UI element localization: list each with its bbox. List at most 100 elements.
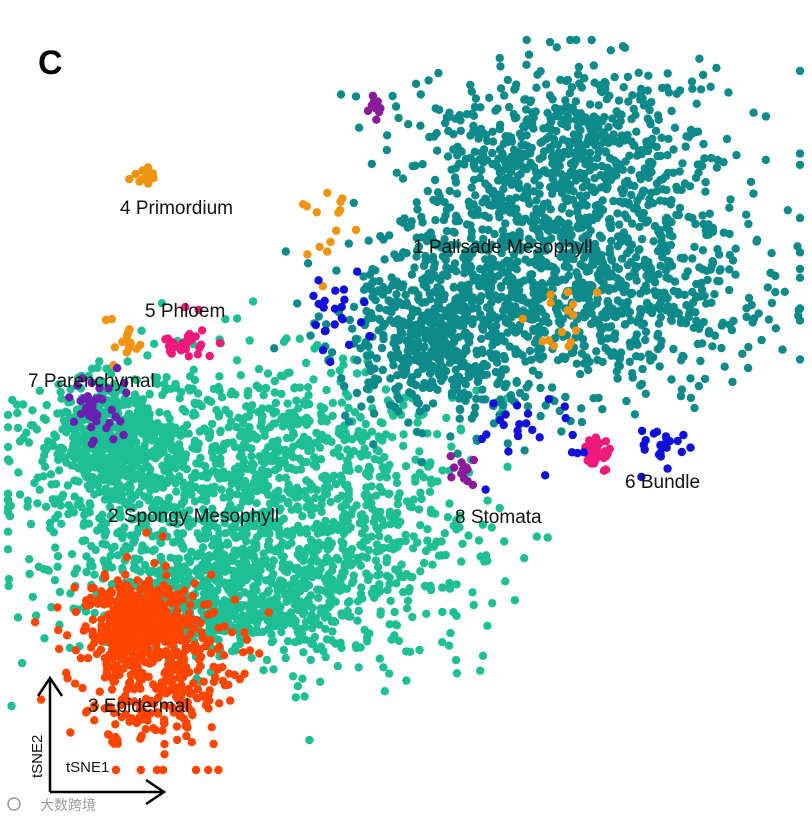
cluster-2-point [344,494,354,504]
cluster-2-point [191,468,200,478]
cluster-2-point [148,532,157,541]
cluster-2-point [309,375,318,384]
cluster-2-point [302,420,311,430]
cluster-2-point [229,572,239,581]
cluster-1-point [613,296,622,305]
cluster-1-point [589,61,598,70]
cluster-1-point [637,149,646,159]
cluster-1-point [682,301,691,310]
cluster-1-point [612,107,621,116]
cluster-2-point [409,544,418,553]
cluster-1-point [638,188,647,198]
cluster-2-point [252,499,261,508]
cluster-1-point [496,395,505,404]
cluster-2-point [310,523,319,533]
cluster-2-point [501,577,510,586]
cluster-2-point [312,644,321,654]
cluster-2-point [278,422,288,431]
cluster-1-point [428,361,437,371]
cluster-2-point [340,562,349,571]
cluster-1-point [706,82,715,92]
cluster-2-point [28,406,37,415]
cluster-1-point [413,205,422,214]
cluster-2-point [402,604,412,613]
cluster-3-point [150,558,159,568]
cluster-2-point [280,458,289,468]
cluster-1-point [658,294,667,304]
cluster-2-point [3,442,13,452]
cluster-1-point [512,80,521,89]
cluster-2-point [301,617,311,626]
cluster-2-point [363,637,372,646]
cluster-2-point [144,415,154,424]
cluster-2-point [24,438,34,447]
cluster-2-point [326,497,335,507]
cluster-2-point [197,402,206,411]
cluster-1-point [557,275,567,284]
cluster-2-point [153,451,162,461]
cluster-1-point [547,383,557,392]
cluster-1-point [669,344,678,354]
cluster-1-point [495,124,504,134]
cluster-1-point [503,328,512,337]
cluster-2-point [187,547,196,556]
cluster-1-point [559,105,568,115]
cluster-1-point [693,127,703,136]
cluster-2-point [232,615,242,624]
cluster-1-point [526,149,535,158]
cluster-1-point [694,324,704,334]
cluster-1-point [443,152,453,161]
cluster-1-point [691,173,701,182]
cluster-2-point [217,393,227,402]
cluster-1-point [742,304,751,313]
cluster-1-point [612,119,621,129]
cluster-2-point [447,442,456,451]
cluster-2-point [180,429,190,438]
cluster-1-point [578,278,587,287]
cluster-2-point [157,299,167,308]
cluster-1-point [382,131,392,140]
cluster-1-point [662,273,671,282]
cluster-2-point [317,494,327,503]
cluster-2-point [383,534,393,543]
cluster-2-point [375,482,384,492]
cluster-1-point [545,91,555,100]
cluster-2-point [354,606,363,616]
cluster-2-point [130,514,139,523]
cluster-2-point [312,428,321,438]
cluster-1-point [492,262,501,271]
cluster-3-point [182,731,191,741]
cluster-2-point [109,462,118,472]
cluster-1-point [522,35,531,45]
cluster-1-point [594,393,603,403]
cluster-2-point [31,611,41,620]
cluster-1-point [375,303,384,313]
cluster-1-point [731,244,740,253]
cluster-1-point [412,252,421,261]
cluster-2-point [254,564,264,574]
cluster-1-point [442,347,451,356]
cluster-3-point [190,579,199,588]
cluster-1-point [482,370,491,379]
cluster-1-point [575,191,585,200]
cluster-2-point [338,572,348,581]
cluster-1-point [303,259,313,268]
cluster-1-point [636,352,645,361]
cluster-2-point [315,443,325,452]
cluster-1-point [556,75,565,85]
cluster-2-point [334,428,343,438]
cluster-1-point [597,233,606,243]
cluster-1-point [466,80,475,90]
cluster-2-point [369,593,379,602]
cluster-2-point [408,572,417,582]
cluster-2-point [220,578,230,587]
cluster-1-point [778,345,787,354]
cluster-1-point [404,418,413,427]
cluster-1-point [434,290,443,299]
cluster-1-point [542,80,551,89]
cluster-2-point [385,460,394,470]
cluster-1-point [452,189,462,198]
cluster-2-point [230,524,239,533]
cluster-2-point [152,373,162,382]
cluster-2-point [298,512,307,521]
